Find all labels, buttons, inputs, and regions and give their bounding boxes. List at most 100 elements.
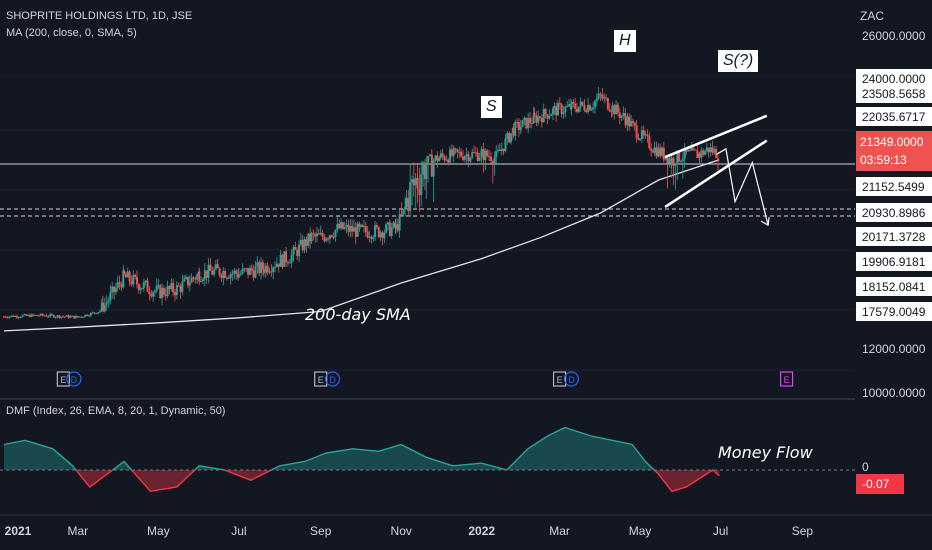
- candle-body: [107, 300, 110, 303]
- candle-body: [685, 148, 688, 152]
- candle-body: [626, 116, 629, 126]
- candle-body: [471, 152, 474, 158]
- candle-body: [405, 197, 408, 207]
- candle-body: [427, 155, 430, 164]
- candle-body: [423, 162, 426, 180]
- candle-body: [45, 315, 48, 317]
- candle-body: [130, 281, 133, 285]
- candle-body: [674, 164, 677, 166]
- candle-body: [261, 262, 264, 270]
- candle-body: [480, 149, 483, 152]
- candle-body: [123, 270, 126, 275]
- candle-body: [441, 153, 444, 157]
- candle-body: [368, 236, 371, 238]
- candle-body: [356, 223, 359, 237]
- candle-body: [679, 161, 682, 163]
- candle-body: [474, 152, 477, 154]
- candle-body: [122, 270, 125, 288]
- candle-body: [341, 222, 344, 229]
- candle-body: [84, 314, 87, 317]
- time-tick-label: Sep: [792, 524, 814, 538]
- candle-body: [615, 104, 618, 115]
- candle-body: [139, 288, 142, 291]
- candle-body: [512, 127, 515, 136]
- candle-body: [392, 222, 395, 228]
- candle-body: [562, 112, 565, 115]
- candle-body: [644, 134, 647, 136]
- candle-body: [461, 156, 464, 160]
- candle-body: [237, 274, 240, 278]
- candle-body: [317, 233, 320, 235]
- candle-body: [702, 150, 705, 155]
- candle-body: [480, 151, 483, 158]
- candle-body: [285, 251, 288, 263]
- candle-body: [502, 148, 505, 152]
- candle-body: [252, 270, 255, 278]
- candle-body: [332, 236, 335, 238]
- candle-body: [6, 317, 9, 319]
- candle-body: [555, 106, 558, 116]
- candle-body: [290, 254, 293, 263]
- candle-body: [231, 273, 234, 275]
- candle-body: [375, 225, 378, 228]
- dmf-value-tag: -0.07: [856, 474, 904, 494]
- event-marker-D[interactable]: D: [324, 371, 341, 387]
- candle-body: [99, 311, 102, 313]
- ma-legend[interactable]: MA (200, close, 0, SMA, 5): [6, 27, 137, 39]
- candle-body: [152, 292, 155, 297]
- candle-body: [687, 149, 690, 152]
- candle-body: [229, 273, 232, 279]
- candle-body: [458, 151, 461, 153]
- event-marker-E[interactable]: E: [779, 371, 794, 387]
- candle-body: [336, 223, 339, 230]
- event-label: E: [557, 375, 563, 385]
- event-marker-E[interactable]: E: [56, 371, 70, 387]
- price-label: 22035.6717: [862, 110, 926, 124]
- candle-body: [688, 149, 691, 151]
- candle-body: [352, 227, 355, 232]
- event-marker-E[interactable]: E: [552, 371, 567, 387]
- price-label: 24000.0000: [862, 72, 926, 86]
- candle-body: [168, 286, 171, 289]
- candle-body: [307, 233, 310, 246]
- candle-body: [420, 174, 423, 196]
- candle-body: [527, 118, 530, 129]
- candle-body: [504, 138, 507, 152]
- candle-body: [603, 97, 606, 99]
- candle-body: [75, 316, 78, 319]
- event-marker-D[interactable]: D: [66, 371, 82, 387]
- candle-body: [164, 294, 167, 297]
- candle-body: [700, 150, 703, 158]
- candle-body: [216, 264, 219, 269]
- price-label-box: [856, 203, 932, 222]
- candle-body: [209, 264, 212, 271]
- candle-body: [41, 313, 44, 316]
- candle-body: [172, 282, 175, 293]
- candle-body: [185, 276, 188, 279]
- candle-body: [713, 149, 716, 153]
- dmf-legend[interactable]: DMF (Index, 26, EMA, 8, 20, 1, Dynamic, …: [6, 405, 226, 417]
- candle-body: [80, 316, 83, 318]
- candle-body: [63, 316, 66, 318]
- candle-body: [274, 266, 277, 268]
- candle-body: [179, 286, 182, 293]
- candle-body: [624, 118, 627, 126]
- event-marker-D[interactable]: D: [563, 371, 580, 387]
- candle-body: [575, 108, 578, 112]
- candle-body: [454, 148, 457, 150]
- candle-body: [436, 155, 439, 162]
- candle-body: [662, 147, 665, 160]
- candle-body: [400, 214, 403, 216]
- candle-body: [438, 157, 441, 162]
- symbol-title[interactable]: SHOPRITE HOLDINGS LTD, 1D, JSE: [6, 10, 193, 22]
- candle-body: [418, 188, 421, 196]
- candle-body: [407, 197, 410, 212]
- candle-body: [508, 132, 511, 143]
- candle-body: [657, 147, 660, 157]
- candle-body: [414, 177, 417, 186]
- candle-body: [516, 122, 519, 124]
- candle-body: [316, 233, 319, 237]
- event-marker-E[interactable]: E: [314, 371, 328, 387]
- candle-body: [30, 314, 33, 317]
